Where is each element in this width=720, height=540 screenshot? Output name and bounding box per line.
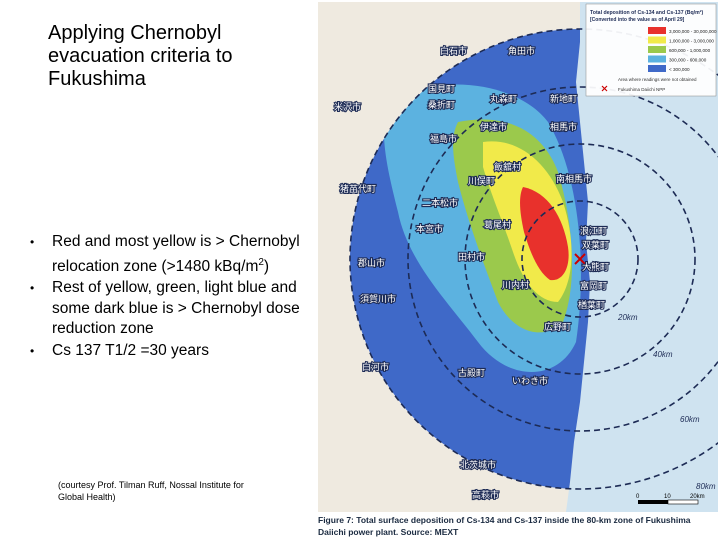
zone-red [520,187,569,281]
ring-label: 80km [696,482,716,491]
image-credit: (courtesy Prof. Tilman Ruff, Nossal Inst… [58,480,244,502]
figure-caption: Figure 7: Total surface deposition of Cs… [318,515,691,537]
place-label: 須賀川市 [360,293,396,305]
distance-rings [349,28,718,490]
place-label: 二本松市 [422,197,458,209]
bullet-marker: • [30,343,35,358]
legend-label: 300,000 - 600,000 [669,58,707,63]
place-label: 桑折町 [428,99,455,111]
place-label: 角田市 [508,45,535,57]
legend-label: < 300,000 [669,67,690,72]
place-label: 丸森町 [490,93,517,105]
place-label: いわき市 [512,375,548,387]
place-label: 北茨城市 [460,459,496,471]
slide-title: Applying Chernobyl evacuation criteria t… [48,22,233,90]
ring-label: 20km [617,313,638,322]
place-label: 田村市 [458,251,485,263]
ring-60km [407,86,718,432]
scale-label: 10 [664,494,671,500]
place-label: 南相馬市 [556,173,592,185]
legend-swatch [648,65,666,72]
scale-label: 0 [636,494,640,500]
place-label: 古殿町 [458,367,485,379]
scale-bar: 0 10 20km [636,494,705,505]
bullet-text: Cs 137 T1/2 =30 years [52,341,209,359]
plant-marker [574,253,586,265]
bullet-superscript: 2 [258,256,264,268]
bullet-text: Red and most yellow is > Chernobyl reloc… [52,233,300,275]
place-label: 白石市 [440,45,467,57]
place-label: 楢葉町 [578,299,605,311]
place-label: 猪苗代町 [340,183,376,195]
legend-plant-label: Fukushima Daiichi NPP [618,87,665,92]
ring-40km [464,143,696,375]
place-label: 葛尾村 [484,219,511,231]
bullet-marker: • [30,235,35,249]
place-label: 相馬市 [550,121,577,133]
place-label: 国見町 [428,84,455,95]
legend-swatch [648,46,666,53]
place-label: 大熊町 [582,261,609,273]
legend-note: Area where readings were not obtained [618,77,697,82]
place-label: 浪江町 [580,225,607,237]
bullet-text: Rest of yellow, green, light blue and so… [52,279,300,338]
place-label: 米沢市 [334,101,361,113]
place-label: 飯舘村 [494,161,521,173]
place-label: 白河市 [362,361,389,373]
bullet-suffix: ) [263,257,270,275]
place-label: 富岡町 [580,280,607,292]
ring-label: 60km [680,415,700,424]
place-label: 本宮市 [416,223,443,235]
deposition-layers [350,29,590,489]
legend-label: 3,000,000 - 30,000,000 [669,29,717,34]
legend-label: 600,000 - 1,000,000 [669,48,711,53]
place-label: 川内村 [502,279,529,291]
legend-subtitle: [Converted into the value as of April 29… [590,17,685,23]
map-legend: Total deposition of Cs-134 and Cs-137 (B… [585,3,717,97]
place-label: 福島市 [430,133,457,145]
place-label: 伊達市 [480,121,507,133]
ring-20km [521,200,639,318]
legend-label: 1,000,000 - 3,000,000 [669,39,714,44]
place-label: 郡山市 [358,257,385,269]
legend-swatch [648,55,666,63]
legend-plant-icon [601,85,608,92]
legend-title: Total deposition of Cs-134 and Cs-137 (B… [590,10,703,16]
ring-label: 40km [653,350,673,359]
legend-swatch [648,36,666,44]
place-label: 広野町 [544,321,571,333]
place-label: 川俣町 [468,175,495,187]
place-label: 新地町 [550,93,577,105]
ring-80km [349,28,718,490]
legend-swatch [648,27,666,34]
bullet-item: • Cs 137 T1/2 =30 years [30,341,300,362]
bullet-item: • Red and most yellow is > Chernobyl rel… [30,232,300,277]
bullet-marker: • [30,281,35,296]
place-label: 高萩市 [472,489,499,501]
bullet-list: • Red and most yellow is > Chernobyl rel… [30,232,300,362]
scale-label: 20km [690,494,705,500]
bullet-item: • Rest of yellow, green, light blue and … [30,278,300,340]
place-label: 双葉町 [582,239,609,251]
